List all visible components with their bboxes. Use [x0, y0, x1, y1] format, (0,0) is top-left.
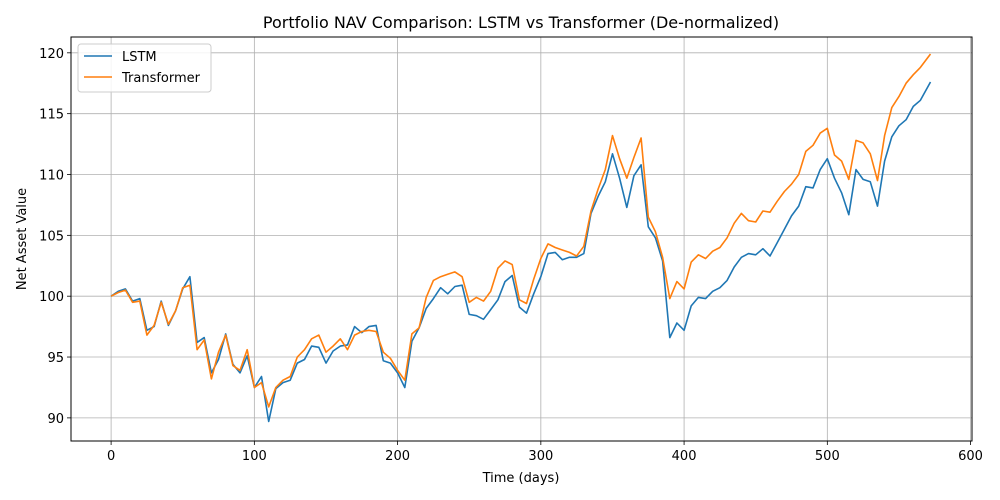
chart-title: Portfolio NAV Comparison: LSTM vs Transf… — [263, 13, 779, 32]
y-tick-label: 105 — [39, 229, 64, 244]
x-tick-label: 600 — [958, 449, 983, 464]
y-tick-label: 120 — [39, 47, 64, 62]
legend-label-transformer: Transformer — [121, 71, 201, 86]
y-tick-label: 110 — [39, 169, 64, 184]
x-tick-label: 100 — [242, 449, 267, 464]
legend-label-lstm: LSTM — [122, 50, 157, 65]
y-tick-label: 95 — [47, 351, 64, 366]
x-axis-ticks: 0 100 200 300 400 500 600 — [107, 441, 983, 464]
x-tick-label: 300 — [528, 449, 553, 464]
y-axis-ticks: 90 95 100 105 110 115 120 — [39, 47, 71, 427]
x-tick-label: 0 — [107, 449, 115, 464]
plot-frame — [70, 36, 973, 442]
y-tick-label: 100 — [39, 290, 64, 305]
series-line-transformer — [110, 53, 932, 408]
y-tick-label: 115 — [39, 108, 64, 123]
x-tick-label: 400 — [672, 449, 697, 464]
x-tick-label: 500 — [815, 449, 840, 464]
x-axis-label: Time (days) — [482, 471, 560, 486]
series-line-lstm — [110, 81, 932, 423]
y-tick-label: 90 — [47, 412, 64, 427]
series-layer — [110, 53, 932, 423]
grid-lines — [71, 37, 972, 441]
y-axis-label: Net Asset Value — [15, 188, 30, 290]
legend: LSTM Transformer — [77, 43, 212, 93]
x-tick-label: 200 — [385, 449, 410, 464]
